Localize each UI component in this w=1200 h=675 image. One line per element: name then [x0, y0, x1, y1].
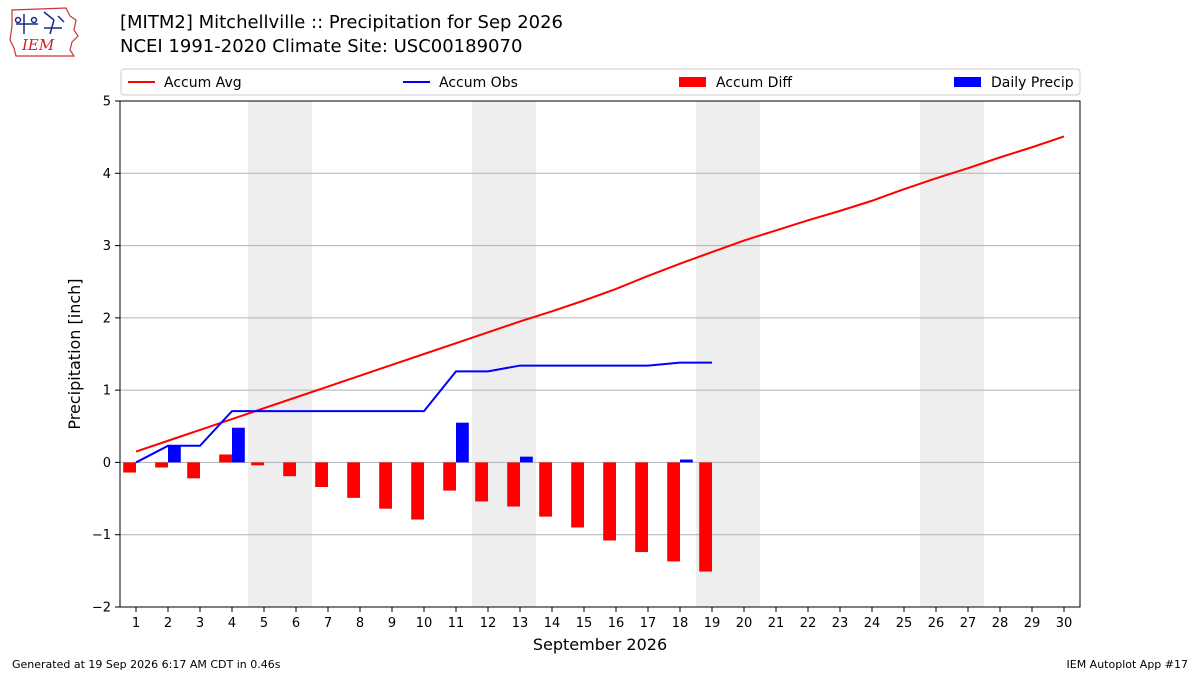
y-axis-label: Precipitation [inch] [65, 278, 84, 429]
y-tick-label: −1 [92, 528, 111, 543]
accum-diff-bar-day-1 [123, 462, 136, 473]
accum-diff-bar-day-4 [219, 454, 232, 463]
iem-logo-text: IEM [21, 36, 55, 54]
bars [123, 422, 712, 572]
accum-diff-bar-day-2 [155, 462, 168, 468]
plot-frame [119, 100, 1081, 608]
y-tick-label: 5 [103, 95, 111, 110]
x-tick-label: 14 [544, 616, 561, 631]
x-tick-label: 17 [640, 616, 657, 631]
x-tick-label: 30 [1056, 616, 1073, 631]
legend-label-accum-diff: Accum Diff [716, 75, 792, 91]
x-tick-label: 8 [356, 616, 364, 631]
x-tick-label: 16 [608, 616, 625, 631]
x-axis: 1 2 3 4 5 6 7 8 9 10 11 12 13 14 15 16 17 18 19 20 21 22 23 24 2… [132, 607, 1072, 631]
accum-diff-bar-day-8 [347, 462, 360, 498]
weekend-band-0 [248, 101, 312, 607]
accum-diff-bar-day-7 [315, 462, 328, 488]
accum-avg-line [135, 135, 1065, 453]
legend-label-accum-avg: Accum Avg [164, 75, 242, 91]
x-tick-label: 22 [800, 616, 817, 631]
accum-diff-bar-day-16 [603, 462, 616, 541]
x-tick-label: 28 [992, 616, 1009, 631]
accum-diff-bar-day-6 [283, 462, 296, 477]
accum-diff-bar-day-15 [571, 462, 584, 528]
chart-subtitle: NCEI 1991-2020 Climate Site: USC00189070 [120, 36, 523, 57]
lines [135, 135, 1065, 464]
x-tick-label: 26 [928, 616, 945, 631]
legend: Accum Avg Accum Obs Accum Diff Daily Precip [120, 68, 1081, 96]
x-tick-label: 6 [292, 616, 300, 631]
x-tick-label: 10 [416, 616, 433, 631]
legend-swatch-daily-precip [954, 77, 981, 87]
daily-precip-bar-day-13 [520, 456, 533, 463]
x-tick-label: 29 [1024, 616, 1041, 631]
x-tick-label: 19 [704, 616, 721, 631]
y-tick-label: 2 [103, 311, 111, 326]
accum-diff-bar-day-3 [187, 462, 200, 479]
x-tick-label: 5 [260, 616, 268, 631]
y-axis: −2 −1 0 1 2 3 4 5 [92, 95, 120, 616]
x-tick-label: 18 [672, 616, 689, 631]
y-tick-label: 3 [103, 239, 111, 254]
y-tick-label: 0 [103, 456, 111, 471]
x-tick-label: 21 [768, 616, 785, 631]
weekend-shading [248, 101, 984, 607]
daily-precip-bar-day-4 [232, 427, 245, 463]
x-tick-label: 2 [164, 616, 172, 631]
iowa-map-outline-icon [9, 7, 79, 57]
generated-timestamp: Generated at 19 Sep 2026 6:17 AM CDT in … [12, 658, 281, 671]
x-tick-label: 24 [864, 616, 881, 631]
accum-diff-bar-day-17 [635, 462, 648, 553]
accum-diff-bar-day-9 [379, 462, 392, 509]
accum-diff-bar-day-14 [539, 462, 552, 517]
x-tick-label: 25 [896, 616, 913, 631]
x-axis-label: September 2026 [533, 635, 667, 654]
weekend-band-1 [472, 101, 536, 607]
accum-diff-bar-day-18 [667, 462, 680, 562]
x-tick-label: 12 [480, 616, 497, 631]
daily-precip-bar-day-11 [456, 422, 469, 463]
x-tick-label: 23 [832, 616, 849, 631]
y-tick-label: 4 [103, 167, 111, 182]
legend-box [120, 68, 1081, 96]
legend-swatch-accum-diff [679, 77, 706, 87]
legend-label-accum-obs: Accum Obs [439, 75, 518, 91]
x-tick-label: 1 [132, 616, 140, 631]
accum-diff-bar-day-10 [411, 462, 424, 520]
x-tick-label: 3 [196, 616, 204, 631]
x-tick-label: 27 [960, 616, 977, 631]
x-tick-label: 15 [576, 616, 593, 631]
chart-title: [MITM2] Mitchellville :: Precipitation f… [120, 12, 564, 33]
x-tick-label: 4 [228, 616, 236, 631]
accum-diff-bar-day-11 [443, 462, 456, 491]
y-tick-label: −2 [92, 601, 111, 616]
iem-logo: IEM [9, 7, 79, 57]
x-tick-label: 20 [736, 616, 753, 631]
daily-precip-bar-day-18 [680, 459, 693, 463]
x-tick-label: 13 [512, 616, 529, 631]
weekend-band-3 [920, 101, 984, 607]
accum-diff-bar-day-12 [475, 462, 488, 502]
accum-diff-bar-day-5 [251, 462, 264, 466]
daily-precip-bar-day-2 [168, 445, 181, 463]
accum-diff-bar-day-13 [507, 462, 520, 507]
autoplot-app-label: IEM Autoplot App #17 [1066, 658, 1189, 671]
legend-label-daily-precip: Daily Precip [991, 75, 1074, 91]
x-tick-label: 9 [388, 616, 396, 631]
x-tick-label: 11 [448, 616, 465, 631]
accum-obs-line [135, 361, 712, 464]
x-tick-label: 7 [324, 616, 332, 631]
y-tick-label: 1 [103, 384, 111, 399]
accum-diff-bar-day-19 [699, 462, 712, 572]
weather-station-icon [14, 11, 65, 35]
